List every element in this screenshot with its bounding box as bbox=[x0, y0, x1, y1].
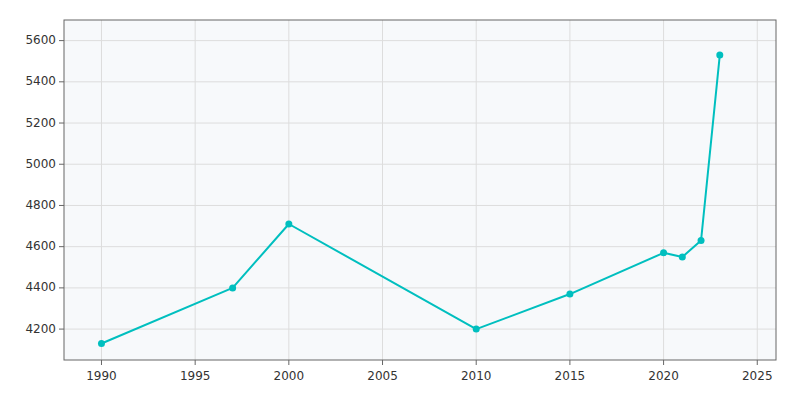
x-tick bbox=[569, 360, 570, 365]
x-grid-line bbox=[757, 20, 758, 360]
x-grid-line bbox=[663, 20, 664, 360]
y-grid-line bbox=[64, 246, 776, 247]
y-grid-line bbox=[64, 329, 776, 330]
chart-svg: 4200 4400 4600 4800 5000 5200 5400 5600 1990 1995… bbox=[0, 0, 800, 400]
data-point bbox=[716, 52, 723, 59]
data-point bbox=[285, 221, 292, 228]
y-grid-line bbox=[64, 81, 776, 82]
x-tick bbox=[663, 360, 664, 365]
x-grid-line bbox=[476, 20, 477, 360]
data-point bbox=[660, 249, 667, 256]
x-grid-line bbox=[288, 20, 289, 360]
x-tick bbox=[757, 360, 758, 365]
y-tick-label: 4600 bbox=[25, 239, 56, 253]
x-tick-label: 2025 bbox=[742, 369, 773, 383]
y-grid-line bbox=[64, 205, 776, 206]
y-tick bbox=[59, 205, 64, 206]
series-line bbox=[101, 55, 719, 343]
x-grid-line bbox=[569, 20, 570, 360]
x-tick-label: 2000 bbox=[274, 369, 305, 383]
y-grid-line bbox=[64, 123, 776, 124]
chart-container: 4200 4400 4600 4800 5000 5200 5400 5600 1990 1995… bbox=[0, 0, 800, 400]
grid bbox=[64, 20, 776, 360]
x-tick-label: 1995 bbox=[180, 369, 211, 383]
axes: 4200 4400 4600 4800 5000 5200 5400 5600 1990 1995… bbox=[25, 20, 776, 383]
x-tick bbox=[195, 360, 196, 365]
x-tick-label: 1990 bbox=[86, 369, 117, 383]
y-tick bbox=[59, 164, 64, 165]
y-tick-label: 5000 bbox=[25, 157, 56, 171]
x-grid-line bbox=[195, 20, 196, 360]
data-point bbox=[98, 340, 105, 347]
y-tick bbox=[59, 329, 64, 330]
x-grid-line bbox=[101, 20, 102, 360]
plot-area bbox=[64, 20, 776, 360]
y-grid-line bbox=[64, 164, 776, 165]
y-tick bbox=[59, 40, 64, 41]
data-point bbox=[229, 284, 236, 291]
plot-frame bbox=[64, 20, 776, 360]
y-tick bbox=[59, 287, 64, 288]
x-tick-label: 2015 bbox=[555, 369, 586, 383]
x-tick-label: 2005 bbox=[367, 369, 398, 383]
y-grid-line bbox=[64, 40, 776, 41]
data-point bbox=[679, 253, 686, 260]
x-tick bbox=[101, 360, 102, 365]
y-grid-line bbox=[64, 287, 776, 288]
y-tick bbox=[59, 123, 64, 124]
y-tick-label: 5600 bbox=[25, 33, 56, 47]
x-tick-label: 2010 bbox=[461, 369, 492, 383]
y-tick-label: 4200 bbox=[25, 322, 56, 336]
y-tick-label: 4400 bbox=[25, 280, 56, 294]
x-tick bbox=[382, 360, 383, 365]
data-point bbox=[473, 326, 480, 333]
x-tick bbox=[476, 360, 477, 365]
x-tick-label: 2020 bbox=[648, 369, 679, 383]
y-tick-label: 5200 bbox=[25, 116, 56, 130]
data-point bbox=[566, 291, 573, 298]
y-tick-label: 5400 bbox=[25, 74, 56, 88]
data-point bbox=[698, 237, 705, 244]
y-tick bbox=[59, 81, 64, 82]
y-tick bbox=[59, 246, 64, 247]
y-tick-label: 4800 bbox=[25, 198, 56, 212]
x-grid-line bbox=[382, 20, 383, 360]
series bbox=[98, 52, 723, 347]
x-tick bbox=[288, 360, 289, 365]
